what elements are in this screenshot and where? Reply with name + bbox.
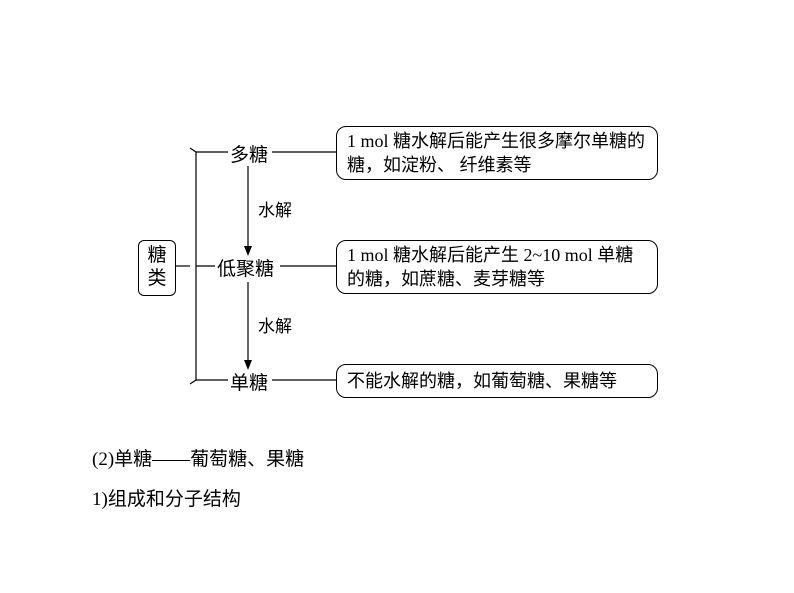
root-node: 糖 类: [138, 240, 176, 296]
bottom-line-2: 1)组成和分子结构: [92, 480, 241, 520]
desc-poly-box: 1 mol 糖水解后能产生很多摩尔单糖的糖，如淀粉、 纤维素等: [336, 126, 658, 180]
node-poly: 多糖: [230, 140, 268, 167]
root-char2: 类: [147, 268, 166, 291]
desc-mono-box: 不能水解的糖，如葡萄糖、果糖等: [336, 364, 658, 398]
edge-label-hydrolysis-2: 水解: [258, 312, 292, 337]
desc-poly: 1 mol 糖水解后能产生很多摩尔单糖的糖，如淀粉、 纤维素等: [347, 129, 647, 178]
node-oligo: 低聚糖: [217, 254, 274, 281]
edge-label-hydrolysis-1: 水解: [258, 196, 292, 221]
sugar-classification-diagram: 糖 类 多糖 低聚糖 单糖 水解 水解 1 mol 糖水解后能产生很多摩尔单糖的…: [0, 0, 794, 593]
node-mono: 单糖: [230, 368, 268, 395]
root-char1: 糖: [147, 245, 166, 268]
desc-oligo: 1 mol 糖水解后能产生 2~10 mol 单糖的糖，如蔗糖、麦芽糖等: [347, 243, 647, 292]
desc-mono: 不能水解的糖，如葡萄糖、果糖等: [347, 369, 617, 393]
desc-oligo-box: 1 mol 糖水解后能产生 2~10 mol 单糖的糖，如蔗糖、麦芽糖等: [336, 240, 658, 294]
bottom-line-1: (2)单糖——葡萄糖、果糖: [92, 440, 304, 480]
